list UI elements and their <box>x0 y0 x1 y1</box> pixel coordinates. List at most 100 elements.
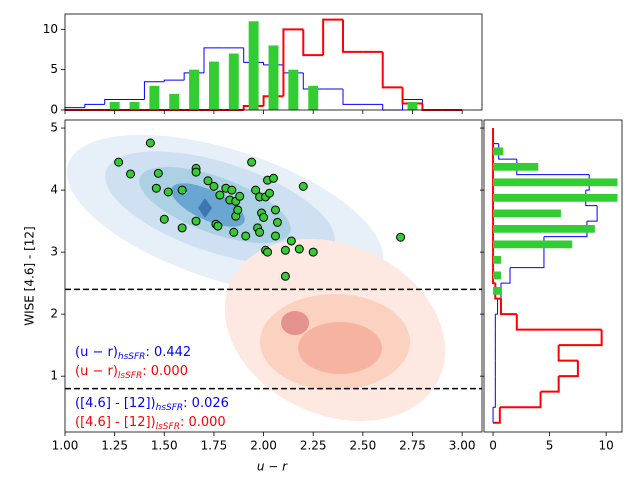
annotation-value: : 0.000 <box>180 415 226 430</box>
hist-bar <box>493 255 501 264</box>
x-tick-label: 2.25 <box>300 439 327 453</box>
point <box>177 223 187 233</box>
point <box>227 185 237 195</box>
annotation-value: : 0.000 <box>142 364 188 379</box>
point <box>213 221 223 231</box>
point <box>241 231 251 241</box>
y-axis-label: WISE [4.6] - [12] <box>23 226 37 325</box>
hist-bar <box>268 45 279 110</box>
point <box>286 236 296 246</box>
hist-bar <box>493 271 501 280</box>
annotation: ([4.6] - [12])lsSFR: 0.000 <box>75 415 226 432</box>
x-tick-label: 1.75 <box>201 439 228 453</box>
axes-frame <box>483 119 623 433</box>
hist-step <box>493 407 501 424</box>
hist-bar <box>248 21 259 110</box>
hist-step <box>143 81 165 100</box>
annotation-subscript: lsSFR <box>156 422 180 432</box>
point <box>294 244 304 254</box>
point <box>298 181 308 191</box>
y-tick-label: 10 <box>43 22 58 36</box>
y-tick-label: 4 <box>50 183 58 197</box>
hist-step <box>342 89 363 105</box>
hist-step <box>540 376 560 393</box>
point <box>265 188 275 198</box>
annotation-subscript: hsSFR <box>156 403 184 413</box>
x-tick-label: 0 <box>489 439 497 453</box>
x-axis-label: u − r <box>257 460 288 474</box>
hist-bar <box>493 193 618 202</box>
x-tick-label: 10 <box>599 439 614 453</box>
hist-step <box>322 18 343 56</box>
point <box>251 185 261 195</box>
x-tick-label: 2.50 <box>349 439 376 453</box>
point <box>247 157 257 167</box>
hist-bar <box>189 69 200 110</box>
point <box>126 169 136 179</box>
x-tick-label: 3.00 <box>449 439 476 453</box>
contour <box>281 311 309 335</box>
hist-step <box>499 298 517 316</box>
y-tick-label: 0 <box>50 103 58 117</box>
hist-bar <box>149 85 160 110</box>
annotation-subscript: lsSFR <box>118 371 142 381</box>
hist-step <box>499 391 542 409</box>
annotation: (u − r)lsSFR: 0.000 <box>75 364 188 381</box>
y-tick-label: 5 <box>50 121 58 135</box>
annotation-subscript: hsSFR <box>118 352 146 362</box>
hist-step <box>84 103 105 108</box>
point <box>396 232 406 242</box>
point <box>203 176 213 186</box>
x-tick-label: 1.00 <box>52 439 79 453</box>
y-tick-label: 2 <box>50 307 58 321</box>
hist-bar <box>169 93 180 110</box>
point <box>151 183 161 193</box>
point <box>259 212 269 222</box>
hist-step <box>515 314 602 331</box>
point <box>177 185 187 195</box>
point <box>159 214 169 224</box>
annotation-value: : 0.442 <box>145 345 191 360</box>
point <box>191 216 201 226</box>
x-tick-label: 1.50 <box>151 439 178 453</box>
hist-bar <box>308 85 319 110</box>
hist-bar <box>109 101 120 110</box>
x-tick-label: 2.00 <box>250 439 277 453</box>
y-tick-label: 5 <box>50 62 58 76</box>
point <box>114 157 124 167</box>
point <box>163 187 173 197</box>
point <box>153 168 163 178</box>
annotation: (u − r)hsSFR: 0.442 <box>75 345 191 362</box>
annotation-label: (u − r) <box>75 364 118 379</box>
point <box>270 231 280 241</box>
point <box>191 167 201 177</box>
point <box>235 191 245 201</box>
hist-step <box>558 360 579 378</box>
hist-bar <box>493 209 561 218</box>
point <box>263 247 273 257</box>
hist-bar <box>493 287 501 295</box>
point <box>255 227 265 237</box>
hist-step <box>510 252 545 269</box>
point <box>280 271 290 281</box>
annotation-label: ([4.6] - [12]) <box>75 396 156 411</box>
point <box>272 217 282 227</box>
hist-step <box>557 345 578 362</box>
point <box>308 247 318 257</box>
hist-step <box>493 391 496 408</box>
hist-step <box>492 267 496 285</box>
y-tick-label: 1 <box>50 369 58 383</box>
x-tick-label: 2.75 <box>399 439 426 453</box>
point <box>269 173 278 183</box>
point <box>229 227 239 237</box>
hist-step <box>282 28 304 97</box>
axes-frame <box>64 119 483 433</box>
hist-step <box>586 205 598 222</box>
annotation: ([4.6] - [12])hsSFR: 0.026 <box>75 396 229 413</box>
hist-step <box>203 47 224 73</box>
hist-bar <box>288 69 299 110</box>
hist-bar <box>493 240 573 249</box>
hist-step <box>558 329 603 347</box>
point <box>209 181 219 191</box>
point <box>280 245 290 255</box>
